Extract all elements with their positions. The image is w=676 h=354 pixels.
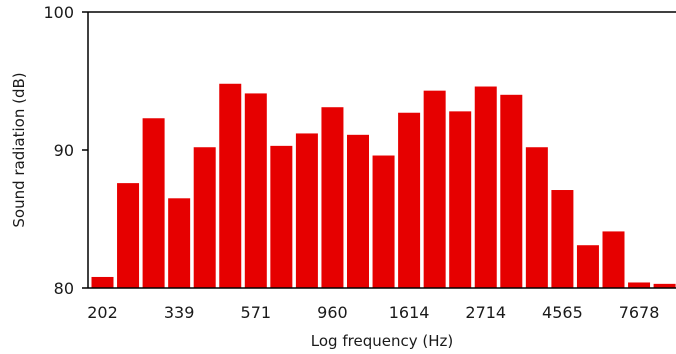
x-tick-label: 202: [87, 303, 118, 322]
bar-3839: [525, 147, 548, 288]
y-tick-group: 80 90 100: [43, 3, 88, 298]
bar-4565: [551, 190, 574, 288]
bar-480: [219, 83, 242, 288]
bar-960: [321, 107, 344, 288]
x-tick-label: 960: [317, 303, 348, 322]
x-tick-label: 4565: [542, 303, 583, 322]
bar-series: [91, 83, 676, 289]
bar-3228: [500, 94, 523, 288]
bar-5428: [576, 245, 599, 288]
bar-6456: [602, 231, 625, 288]
bar-9130: [653, 283, 676, 288]
bar-679: [270, 145, 293, 288]
bar-2714: [474, 86, 497, 289]
bar-7678: [628, 282, 651, 288]
bar-571: [244, 93, 267, 288]
bar-202: [91, 276, 114, 288]
x-tick-label: 1614: [389, 303, 430, 322]
bar-254: [117, 183, 140, 288]
bar-808: [295, 133, 318, 288]
x-tick-group: 202 339 571 960 1614 2714 4565 7678: [87, 303, 659, 322]
x-tick-label: 7678: [619, 303, 660, 322]
y-axis-label: Sound radiation (dB): [10, 72, 28, 227]
bar-339: [168, 198, 191, 288]
y-tick-label: 80: [54, 279, 74, 298]
x-tick-label: 571: [241, 303, 272, 322]
y-tick-label: 100: [43, 3, 74, 22]
bar-1920: [423, 90, 446, 288]
bar-1358: [372, 155, 395, 288]
x-axis-label: Log frequency (Hz): [311, 332, 453, 350]
x-tick-label: 339: [164, 303, 195, 322]
y-tick-label: 90: [54, 141, 74, 160]
bar-2283: [449, 111, 472, 288]
x-tick-label: 2714: [465, 303, 506, 322]
bar-285: [142, 118, 165, 288]
bar-1142: [347, 134, 369, 288]
bar-1614: [398, 112, 421, 289]
bar-403: [193, 147, 216, 288]
